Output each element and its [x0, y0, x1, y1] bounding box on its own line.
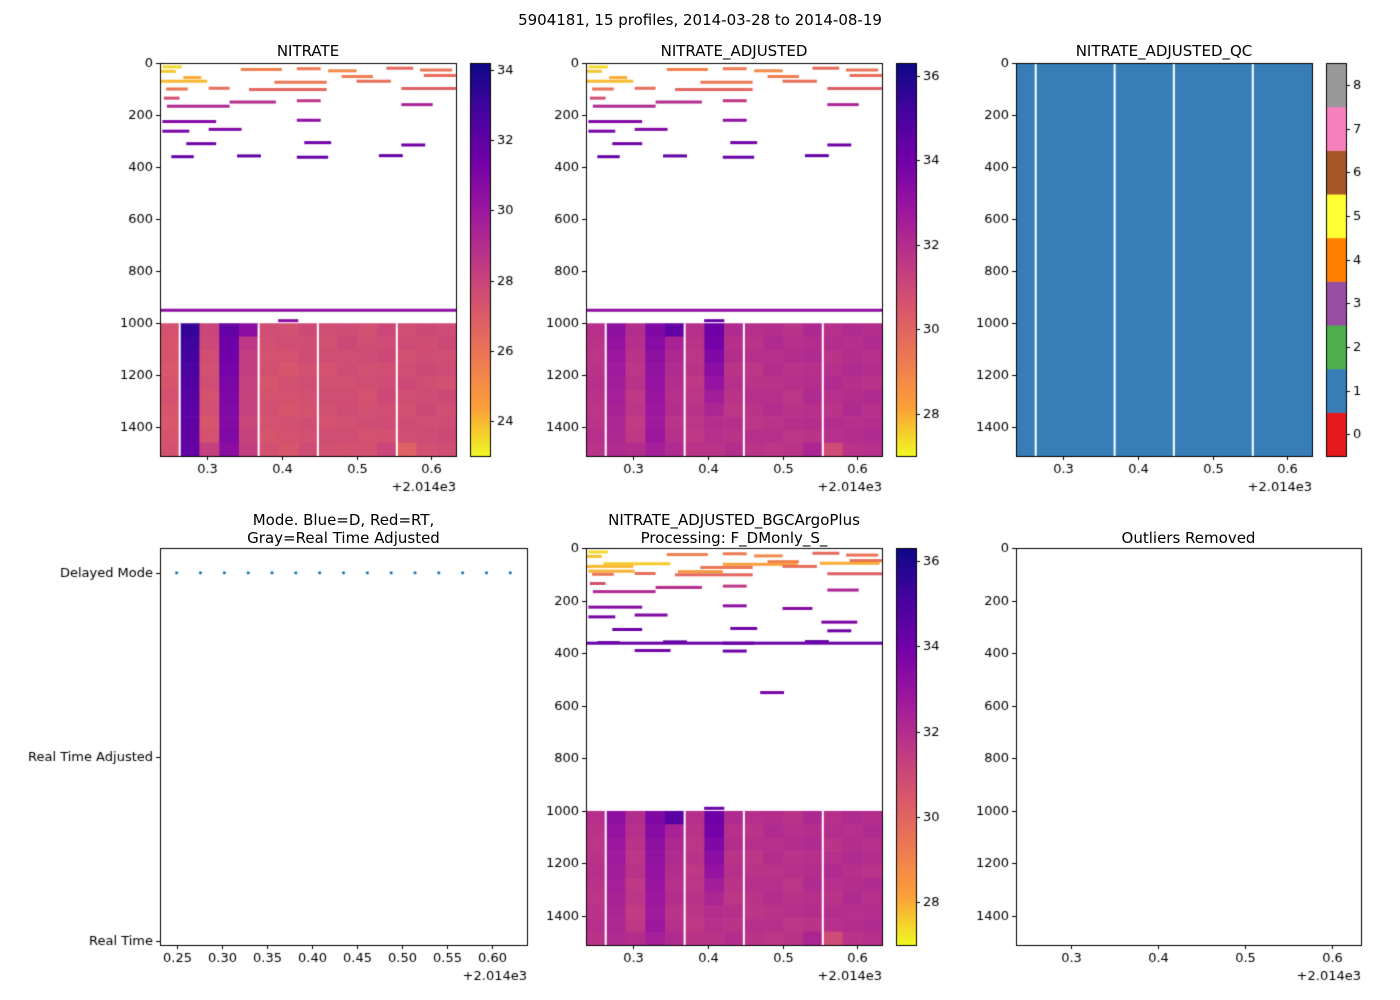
subplot-outliers-removed: Outliers Removed [970, 510, 1400, 998]
nitrate-adjusted-qc-plot-canvas [970, 35, 1400, 515]
nitrate-adjusted-qc-plot-title: NITRATE_ADJUSTED_QC [1075, 42, 1253, 60]
nitrate-plot-title: NITRATE [276, 42, 340, 60]
subplot-nitrate-adjusted-qc: NITRATE_ADJUSTED_QC [970, 35, 1400, 515]
nitrate-adjusted-plot-canvas [540, 35, 985, 515]
nitrate-adjusted-plot-title: NITRATE_ADJUSTED [660, 42, 808, 60]
subplot-mode: Mode. Blue=D, Red=RT, Gray=Real Time Adj… [20, 510, 540, 998]
bgc-argo-plus-plot-canvas [540, 510, 985, 998]
figure-suptitle: 5904181, 15 profiles, 2014-03-28 to 2014… [518, 11, 882, 29]
mode-plot-title: Mode. Blue=D, Red=RT, Gray=Real Time Adj… [247, 511, 440, 547]
subplot-nitrate-adjusted: NITRATE_ADJUSTED [540, 35, 985, 515]
outliers-removed-plot-canvas [970, 510, 1400, 998]
bgc-argo-plus-plot-title: NITRATE_ADJUSTED_BGCArgoPlus Processing:… [608, 511, 860, 547]
mode-plot-canvas [20, 510, 540, 998]
nitrate-plot-canvas [95, 35, 540, 515]
outliers-removed-plot-title: Outliers Removed [1121, 529, 1256, 547]
subplot-bgc-argo-plus: NITRATE_ADJUSTED_BGCArgoPlus Processing:… [540, 510, 985, 998]
subplot-nitrate: NITRATE [95, 35, 540, 515]
